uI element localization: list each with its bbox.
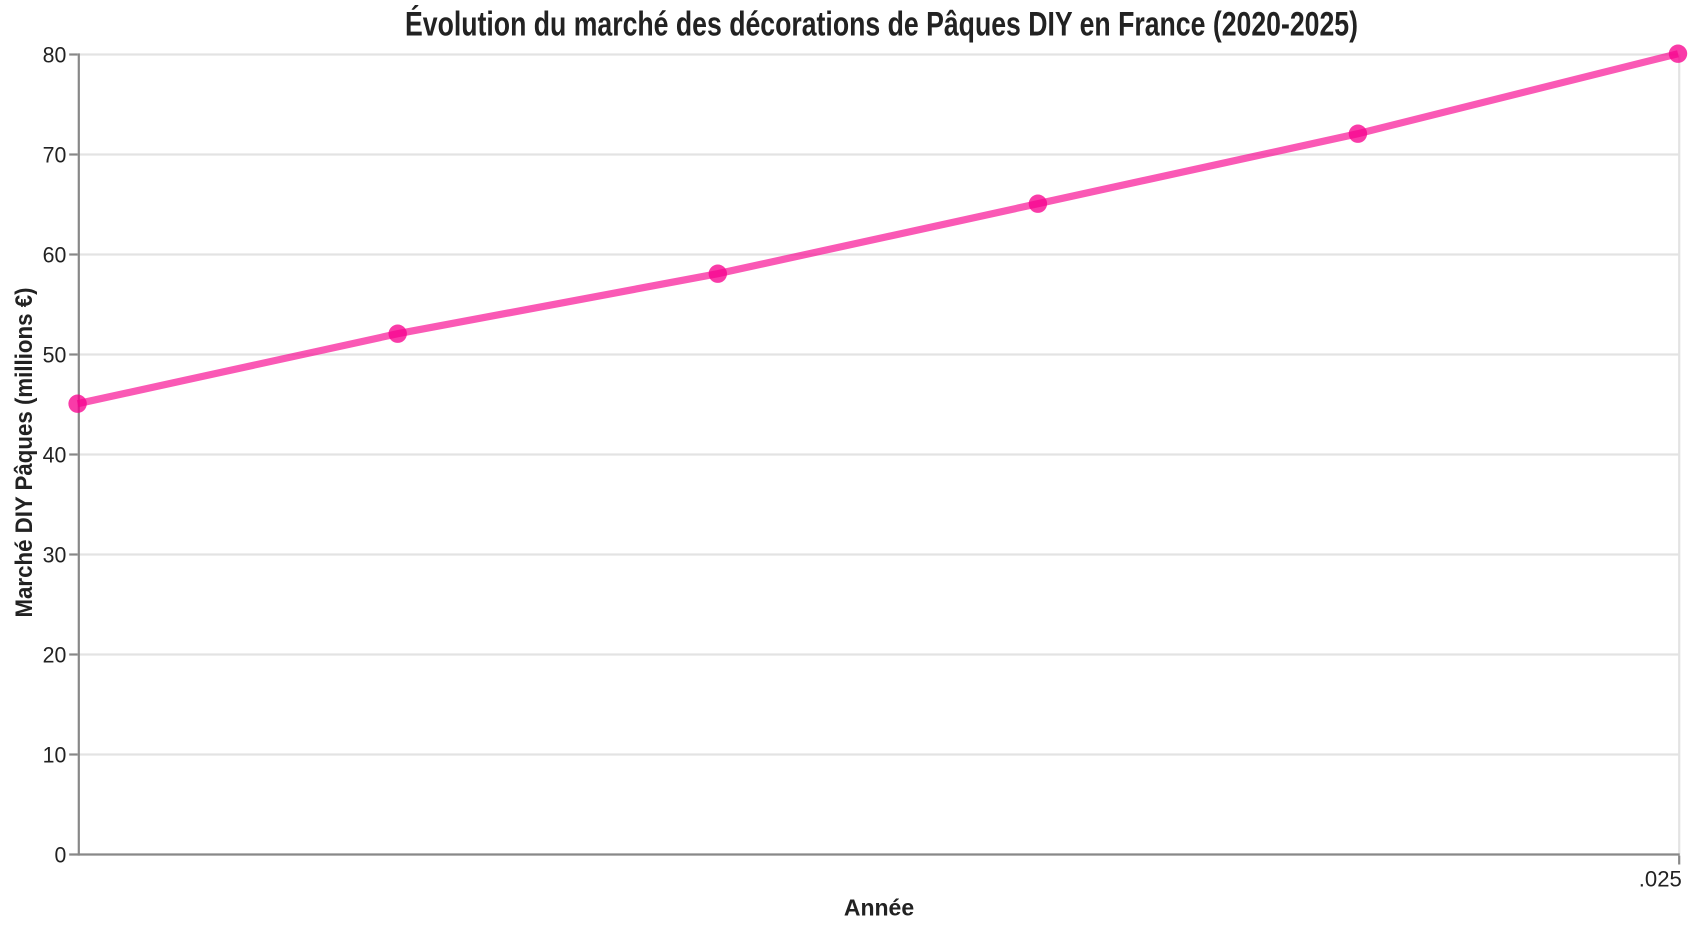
svg-text:70: 70	[43, 142, 67, 167]
svg-text:0: 0	[55, 842, 67, 867]
svg-text:10: 10	[43, 742, 67, 767]
svg-text:50: 50	[43, 342, 67, 367]
svg-text:40: 40	[43, 442, 67, 467]
svg-text:Marché DIY Pâques (millions €): Marché DIY Pâques (millions €)	[11, 288, 38, 618]
svg-text:Évolution du marché des décora: Évolution du marché des décorations de P…	[405, 3, 1358, 43]
svg-text:Année: Année	[844, 895, 914, 921]
svg-text:20: 20	[43, 642, 67, 667]
svg-text:.025: .025	[1639, 866, 1682, 891]
svg-text:80: 80	[43, 42, 67, 67]
svg-text:30: 30	[43, 542, 67, 567]
svg-text:60: 60	[43, 242, 67, 267]
